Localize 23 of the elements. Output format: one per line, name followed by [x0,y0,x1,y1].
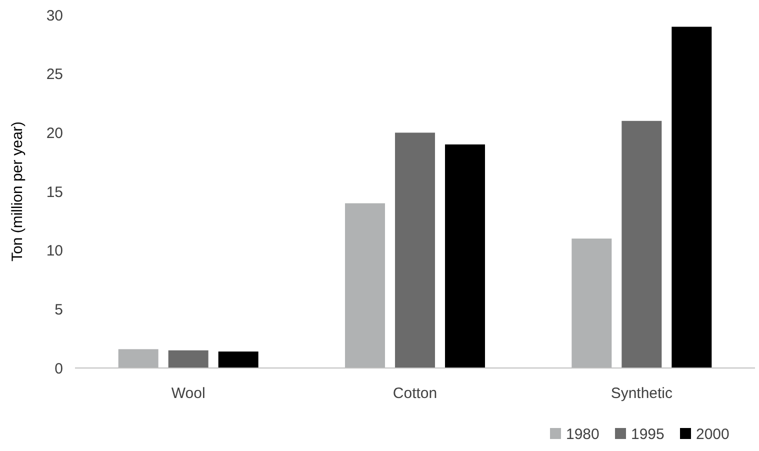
y-tick-label: 15 [46,184,63,201]
y-axis-title: Ton (million per year) [9,121,26,262]
y-tick-label: 5 [54,301,63,318]
x-tick-label: Wool [171,385,206,402]
x-tick-label: Synthetic [610,385,674,402]
bar [572,238,612,368]
bar [168,350,208,368]
legend-label: 1995 [631,426,664,443]
bar [445,144,485,368]
bar [118,349,158,368]
y-tick-label: 20 [46,124,63,142]
bar [395,132,435,368]
legend-label: 2000 [696,426,730,443]
bar [672,26,712,368]
bar [622,120,662,368]
y-tick-label: 30 [46,7,63,24]
legend-label: 1980 [566,426,600,443]
y-tick-label: 25 [46,66,63,84]
y-tick-label: 10 [46,242,63,260]
bar [345,203,385,368]
y-tick-label: 0 [54,360,63,378]
bar [218,352,258,368]
x-tick-label: Cotton [392,385,438,402]
